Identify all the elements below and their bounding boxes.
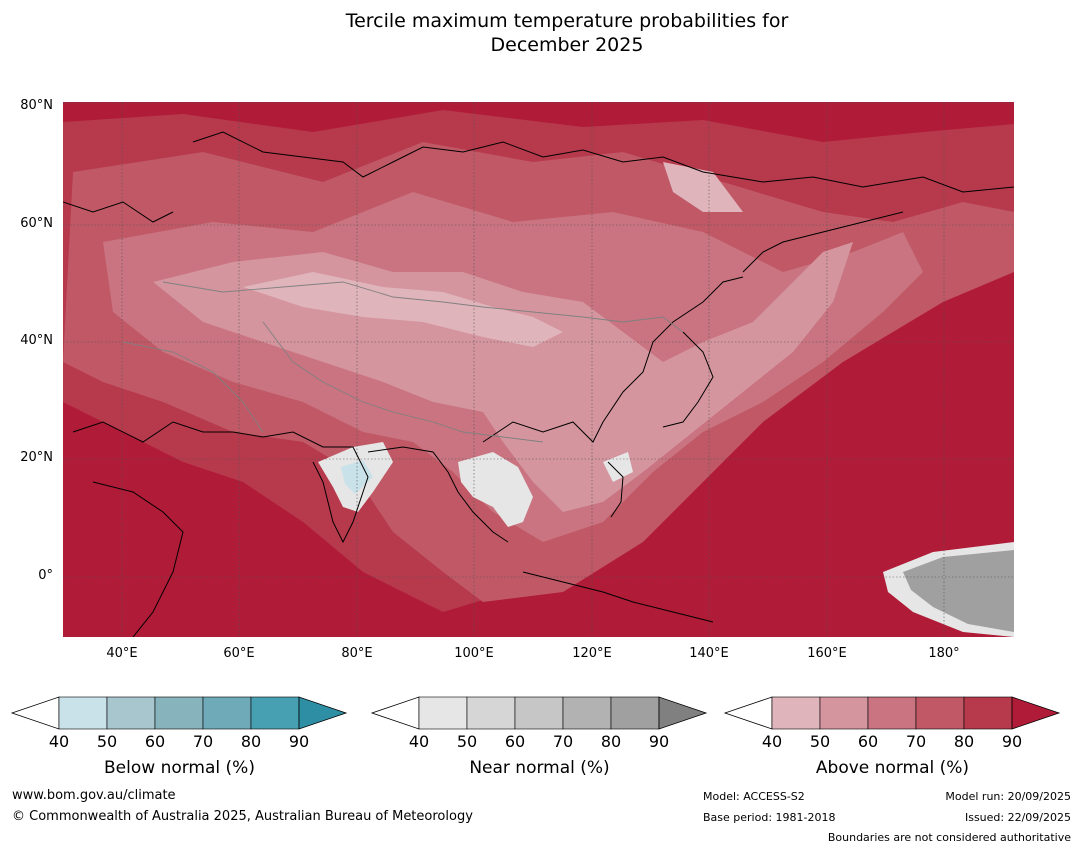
map-graphics <box>63 102 1014 637</box>
colorbar-near-tick-80: 80 <box>600 732 622 751</box>
near-normal-indochina <box>458 452 533 527</box>
colorbar-above-tick-80: 80 <box>953 732 975 751</box>
colorbar-near-swatch-90 <box>658 696 708 730</box>
chart-title-line1: Tercile maximum temperature probabilitie… <box>345 10 789 32</box>
lat-label-equator: 0° <box>38 568 53 583</box>
colorbar-near-tick-90: 90 <box>648 732 670 751</box>
lat-label-40n: 40°N <box>20 333 53 348</box>
colorbar-near-title: Near normal (%) <box>469 758 610 778</box>
footer-issued: Issued: 22/09/2025 <box>964 811 1071 824</box>
colorbar-above-swatch-90 <box>1011 696 1061 730</box>
colorbar-below-tick-40: 40 <box>48 732 70 751</box>
footer-model-run: Model run: 20/09/2025 <box>945 790 1071 803</box>
above-40-region-east <box>663 162 743 212</box>
colorbar-below-tick-70: 70 <box>192 732 214 751</box>
lat-label-60n: 60°N <box>20 216 53 231</box>
colorbar-above-tick-60: 60 <box>857 732 879 751</box>
colorbar-below-swatch-80 <box>250 696 300 730</box>
lon-label-140e: 140°E <box>689 646 729 661</box>
chart-title-line2: December 2025 <box>490 34 644 56</box>
lon-label-100e: 100°E <box>454 646 494 661</box>
colorbar-below-tick-90: 90 <box>288 732 310 751</box>
colorbar-above-swatch-50 <box>819 696 869 730</box>
colorbar-near-swatch-70 <box>562 696 612 730</box>
colorbar-above-tick-40: 40 <box>761 732 783 751</box>
colorbar-near-tick-40: 40 <box>408 732 430 751</box>
colorbar-near-swatch-50 <box>466 696 516 730</box>
lon-label-160e: 160°E <box>807 646 847 661</box>
colorbar-above-tick-50: 50 <box>809 732 831 751</box>
colorbar-near-tick-50: 50 <box>456 732 478 751</box>
footer-url[interactable]: www.bom.gov.au/climate <box>12 788 176 803</box>
colorbar-near-swatch-40 <box>418 696 468 730</box>
colorbar-above-swatch-80 <box>963 696 1013 730</box>
colorbar-below-tick-80: 80 <box>240 732 262 751</box>
colorbar-near-tick-60: 60 <box>504 732 526 751</box>
colorbar-below-swatch-50 <box>106 696 156 730</box>
colorbar-above-swatch-40 <box>771 696 821 730</box>
footer-base-period: Base period: 1981-2018 <box>703 811 836 824</box>
colorbar-above-swatch-70 <box>915 696 965 730</box>
colorbar-above-tick-70: 70 <box>905 732 927 751</box>
chart-title: Tercile maximum temperature probabilitie… <box>0 9 1081 57</box>
country-borders <box>122 281 684 443</box>
lat-label-20n: 20°N <box>20 450 53 465</box>
colorbar-below-swatch-40 <box>58 696 108 730</box>
lat-label-80n: 80°N <box>20 98 53 113</box>
lon-label-120e: 120°E <box>572 646 612 661</box>
lon-label-180: 180° <box>928 646 960 661</box>
footer-model: Model: ACCESS-S2 <box>703 790 805 803</box>
colorbar-below-tick-50: 50 <box>96 732 118 751</box>
colorbar-near-swatch-80 <box>610 696 660 730</box>
lon-label-60e: 60°E <box>223 646 255 661</box>
colorbar-near-normal <box>370 696 708 730</box>
colorbar-above-tick-90: 90 <box>1001 732 1023 751</box>
graticule <box>63 102 1014 637</box>
footer-disclaimer: Boundaries are not considered authoritat… <box>827 831 1071 844</box>
colorbar-above-swatch-60 <box>867 696 917 730</box>
lon-label-40e: 40°E <box>106 646 138 661</box>
colorbar-below-swatch-90 <box>298 696 348 730</box>
colorbar-below-normal <box>10 696 348 730</box>
colorbar-below-tick-60: 60 <box>144 732 166 751</box>
coastlines <box>63 131 1014 637</box>
near-normal-pacific-80 <box>903 550 1014 632</box>
colorbar-near-swatch-60 <box>514 696 564 730</box>
colorbar-near-normal-graphic <box>370 696 708 730</box>
colorbar-near-tick-70: 70 <box>552 732 574 751</box>
probability-map[interactable] <box>63 102 1014 637</box>
colorbar-below-title: Below normal (%) <box>104 758 255 778</box>
colorbar-above-title: Above normal (%) <box>815 758 970 778</box>
colorbar-below-swatch-60 <box>154 696 204 730</box>
colorbar-above-normal <box>723 696 1061 730</box>
colorbar-above-normal-graphic <box>723 696 1061 730</box>
colorbar-below-swatch-70 <box>202 696 252 730</box>
above-40-region <box>243 272 563 347</box>
near-normal-south-china <box>603 452 633 482</box>
colorbar-below-normal-graphic <box>10 696 348 730</box>
footer-copyright: © Commonwealth of Australia 2025, Austra… <box>12 809 473 824</box>
lon-label-80e: 80°E <box>341 646 373 661</box>
